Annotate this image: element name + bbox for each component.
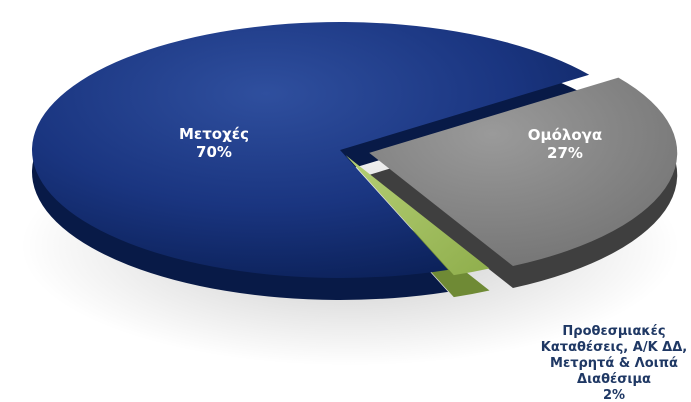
- slice-label-deposits-line4: Διαθέσιμα: [577, 372, 651, 387]
- slice-label-bonds: Ομόλογα: [528, 126, 602, 144]
- slice-deposits: [345, 155, 490, 276]
- slice-equities: [32, 21, 590, 278]
- slice-label-deposits-line1: Προθεσμιακές: [562, 324, 665, 339]
- pie-labels: Μετοχές 70% Ομόλογα 27% Προθεσμιακές Κατ…: [179, 125, 687, 402]
- slice-label-deposits-line2: Καταθέσεις, Α/Κ ΔΔ,: [541, 340, 687, 355]
- slice-value-equities: 70%: [196, 143, 232, 161]
- slice-bonds: [369, 77, 678, 267]
- pie-slices: [32, 21, 678, 278]
- slice-label-equities: Μετοχές: [179, 125, 249, 143]
- slice-label-deposits-line3: Μετρητά & Λοιπά: [550, 356, 678, 371]
- slice-value-bonds: 27%: [547, 144, 583, 162]
- slice-value-deposits: 2%: [603, 388, 625, 402]
